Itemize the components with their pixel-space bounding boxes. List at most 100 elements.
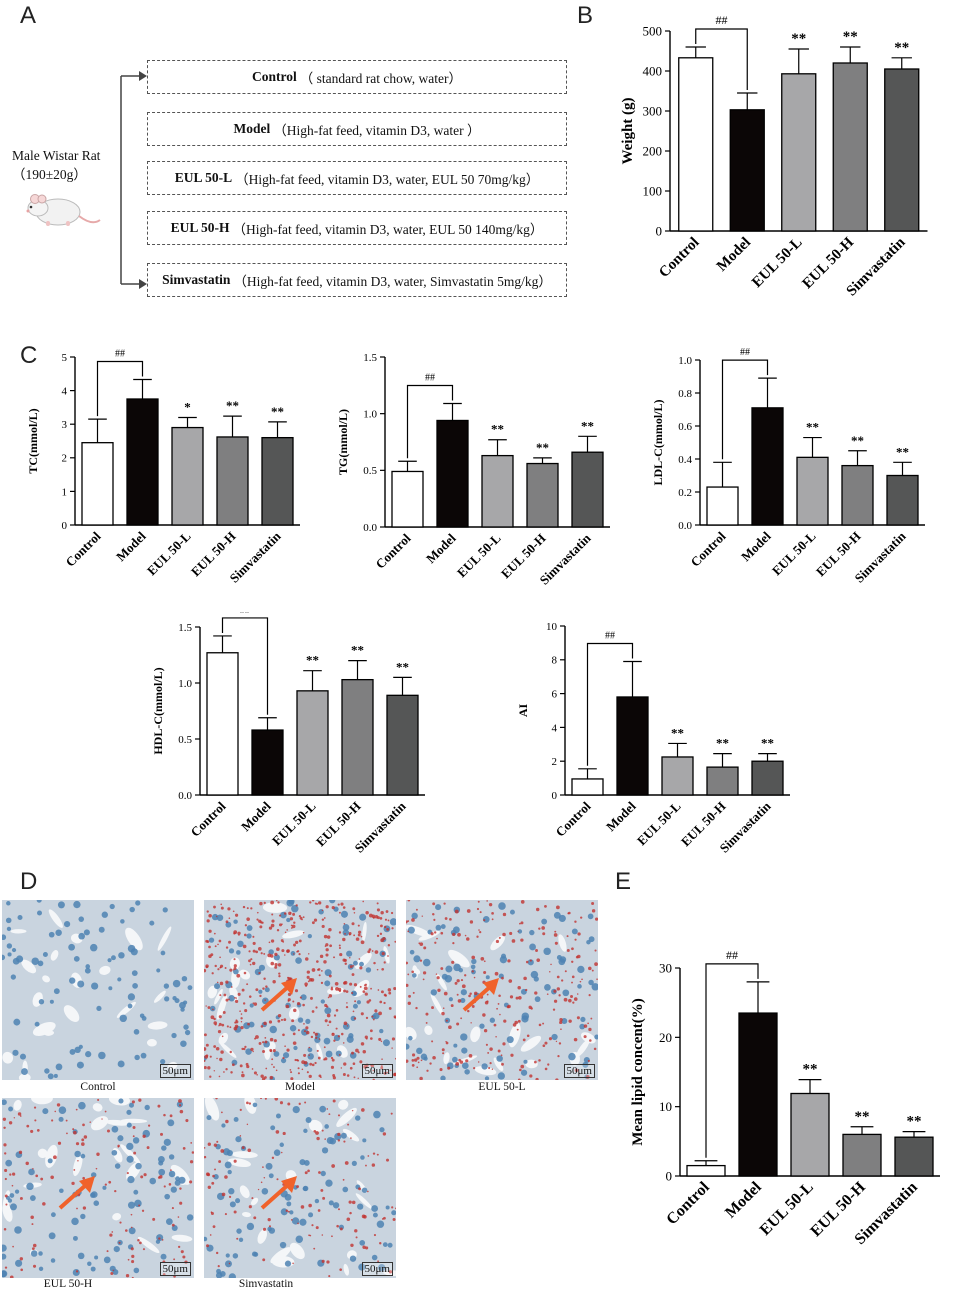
nucleus [2,1099,7,1106]
bracket-label: ## [726,948,738,962]
nucleus [371,1205,379,1212]
nucleus [58,1106,67,1115]
nucleus [213,1174,219,1180]
nucleus [340,910,348,918]
lipid-droplet [216,915,218,918]
x-tick-label: Control [63,528,104,569]
tissue-image [406,900,598,1080]
nucleus [484,1076,490,1080]
lipid-droplet [298,1102,301,1106]
lipid-droplet [276,947,280,952]
lipid-droplet [104,1183,107,1186]
nucleus [379,1127,385,1133]
lipid-droplet [383,961,386,964]
lipid-droplet [287,999,290,1002]
lipid-droplet [277,901,280,904]
lipid-droplet [326,1005,329,1008]
x-tick-label: Model [738,528,774,564]
lipid-droplet [321,909,324,912]
lipid-droplet [359,985,362,988]
lipid-droplet [246,917,250,921]
lipid-droplet [466,909,471,913]
lipid-droplet [289,917,294,921]
nucleus [233,919,238,924]
micrograph-eul-l: 50μm [406,900,598,1080]
y-axis-label: TC(mmol/L) [26,408,40,473]
lipid-droplet [379,1241,382,1245]
nucleus [85,964,91,969]
lipid-droplet [292,953,295,955]
lipid-droplet [246,907,249,910]
significance-mark: ** [306,653,319,668]
lipid-droplet [262,1050,266,1054]
bar [790,1092,830,1177]
lipid-droplet [229,1050,232,1054]
panel-label-e: E [615,868,632,895]
lipid-droplet [311,1224,314,1227]
lipid-droplet [426,1069,429,1072]
lipid-droplet [596,978,598,980]
lipid-droplet [349,1211,352,1215]
group-box-eul-h: EUL 50-H （High-fat feed, vitamin D3, wate… [147,211,567,245]
nucleus [452,1056,458,1063]
nucleus [49,999,54,1004]
nucleus [382,1242,388,1247]
lipid-droplet [132,1126,136,1129]
nucleus [2,934,7,941]
lipid-droplet [133,1151,137,1155]
lipid-droplet [277,1014,282,1018]
lipid-droplet [324,1138,326,1140]
nucleus [117,1060,125,1068]
lipid-droplet [290,1071,293,1074]
lipid-droplet [31,1247,35,1251]
lipid-droplet [13,1117,16,1119]
lipid-droplet [124,1229,128,1232]
lipid-droplet [411,1064,415,1067]
lipid-droplet [75,1270,79,1273]
lipid-droplet [389,1069,392,1072]
nucleus [376,1220,385,1228]
nucleus [350,1015,356,1021]
nucleus [9,1203,17,1211]
lipid-droplet [81,1138,85,1142]
group-desc: （ standard rat chow, water） [299,71,462,86]
bar [126,398,159,526]
lipid-droplet [82,1206,87,1210]
lipid-droplet [566,935,569,938]
lipid-droplet [278,914,282,917]
y-tick-label: 0.0 [678,520,692,532]
sinusoid [227,1158,251,1168]
lipid-droplet [529,1074,533,1078]
lipid-droplet [563,997,568,1002]
lipid-droplet [179,1187,182,1190]
nucleus [94,1255,99,1260]
lipid-droplet [274,963,278,967]
lipid-droplet [343,1062,347,1066]
nucleus [324,1124,329,1129]
lipid-droplet [390,911,394,915]
lipid-droplet [351,973,355,976]
lipid-droplet [36,1129,40,1132]
lipid-droplet [408,994,411,998]
lipid-droplet [328,974,332,978]
lipid-droplet [219,981,224,986]
lipid-droplet [346,1217,351,1222]
nucleus [273,954,280,961]
group-box-eul-l: EUL 50-L （High-fat feed, vitamin D3, wate… [147,161,567,195]
arrow-icon [462,978,499,1012]
lipid-droplet [345,1005,349,1009]
lipid-droplet [264,1098,267,1100]
lipid-droplet [381,1058,383,1060]
nucleus [295,1235,303,1243]
lipid-droplet [493,1023,497,1027]
nucleus [340,1132,347,1139]
group-name: EUL 50-L [174,170,233,185]
lipid-droplet [458,1058,461,1062]
lipid-droplet [460,1017,463,1020]
lipid-droplet [323,917,326,919]
lipid-droplet [216,1140,219,1143]
lipid-droplet [342,1042,345,1044]
lipid-droplet [71,1181,75,1186]
sinusoid [207,985,218,999]
lipid-droplet [337,1132,341,1137]
